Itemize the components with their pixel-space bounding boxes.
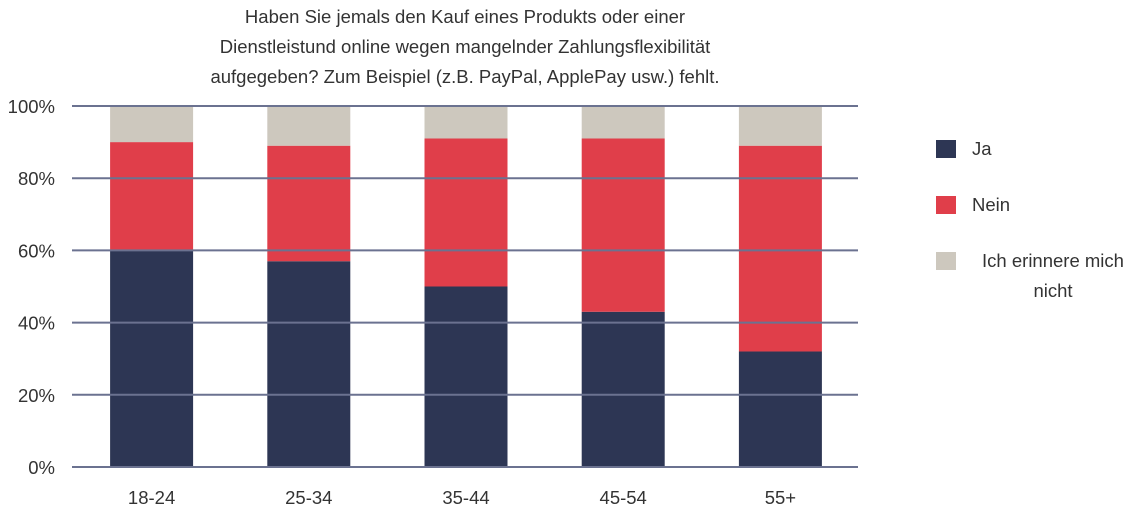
legend-label: Ich erinnere mich nicht — [982, 250, 1124, 301]
x-tick-label: 45-54 — [600, 487, 647, 507]
chart-title: Haben Sie jemals den Kauf eines Produkts… — [140, 2, 790, 92]
title-line: aufgegeben? Zum Beispiel (z.B. PayPal, A… — [210, 66, 720, 87]
y-tick-label: 60% — [18, 240, 55, 261]
legend-swatch — [936, 196, 956, 214]
bar-segment-nein — [267, 145, 351, 262]
bar-segment-ja — [424, 286, 508, 467]
bar-segment-nein — [424, 138, 508, 287]
legend-label: Ja — [972, 138, 992, 159]
bar-segment-ich-erinnere-mich-nicht — [581, 106, 665, 139]
bar-segment-ich-erinnere-mich-nicht — [738, 106, 822, 146]
x-tick-label: 35-44 — [442, 487, 489, 507]
bar-segment-ja — [738, 351, 822, 467]
y-tick-label: 80% — [18, 168, 55, 189]
bar-segment-nein — [738, 145, 822, 352]
bar-segment-nein — [110, 142, 194, 251]
legend-label: Nein — [972, 194, 1011, 215]
y-tick-label: 100% — [8, 96, 55, 117]
bar-segment-ich-erinnere-mich-nicht — [110, 106, 194, 143]
title-line: Dienstleistund online wegen mangelnder Z… — [219, 36, 711, 57]
bar-segment-ja — [581, 311, 665, 467]
y-tick-label: 0% — [28, 457, 55, 478]
title-line: Haben Sie jemals den Kauf eines Produkts… — [244, 6, 686, 27]
x-tick-label: 18-24 — [128, 487, 175, 507]
legend-swatch — [936, 140, 956, 158]
bar-segment-ja — [110, 250, 194, 467]
legend-swatch — [936, 252, 956, 270]
bar-segment-ich-erinnere-mich-nicht — [267, 106, 351, 146]
x-tick-label: 25-34 — [285, 487, 332, 507]
bar-segment-nein — [581, 138, 665, 312]
y-tick-label: 20% — [18, 385, 55, 406]
bar-segment-ja — [267, 261, 351, 467]
y-tick-label: 40% — [18, 313, 55, 334]
x-tick-label: 55+ — [765, 487, 796, 507]
bar-segment-ich-erinnere-mich-nicht — [424, 106, 508, 139]
